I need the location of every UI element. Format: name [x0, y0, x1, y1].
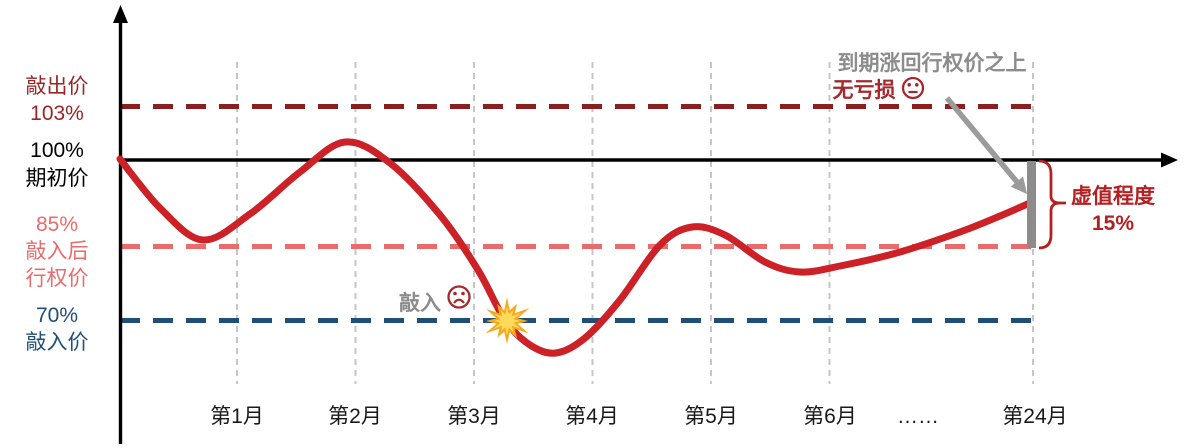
month-gridlines	[236, 62, 1034, 384]
strike-price-label-line1: 敲入后	[26, 240, 89, 263]
otm-degree-value: 15%	[1092, 212, 1134, 235]
knock-in-starburst-icon	[485, 297, 530, 344]
x-tick-month2: 第2月	[328, 405, 382, 428]
pointer-arrow-icon	[944, 96, 1027, 194]
final-price-bar	[1027, 161, 1036, 248]
underlying-price-curve	[116, 138, 1036, 357]
x-tick-month1: 第1月	[210, 405, 264, 428]
neutral-face-icon	[901, 76, 925, 100]
knock-out-price-value: 103%	[30, 102, 84, 125]
strike-price-value: 85%	[36, 213, 78, 236]
x-tick-month6: 第6月	[803, 405, 857, 428]
sad-face-icon	[447, 285, 471, 309]
maturity-note-line2: 无亏损	[833, 79, 896, 102]
strike-price-label-line2: 行权价	[26, 267, 89, 290]
x-tick-month24: 第24月	[1002, 405, 1067, 428]
initial-price-label: 期初价	[26, 167, 89, 190]
knock-in-price-value: 70%	[36, 304, 78, 327]
otm-degree-label: 虚值程度	[1071, 184, 1155, 208]
x-tick-month3: 第3月	[447, 405, 501, 428]
knock-out-price-label: 敲出价	[26, 75, 89, 98]
x-tick-month4: 第4月	[565, 405, 619, 428]
reference-level-lines	[119, 104, 1164, 323]
right-arrow-icon	[1161, 152, 1178, 168]
x-tick-month5: 第5月	[684, 405, 738, 428]
otm-bracket	[1038, 159, 1066, 250]
x-tick-ellipsis: ……	[897, 405, 939, 428]
knock-in-price-label: 敲入价	[26, 331, 89, 354]
x-axis-ticks: 第1月 第2月 第3月 第4月 第5月 第6月 …… 第24月	[210, 405, 1068, 428]
initial-price-value: 100%	[30, 139, 84, 162]
maturity-note-line1: 到期涨回行权价之上	[838, 51, 1027, 75]
knock-in-annotation: 敲入	[399, 291, 441, 315]
up-arrow-icon	[113, 5, 128, 23]
